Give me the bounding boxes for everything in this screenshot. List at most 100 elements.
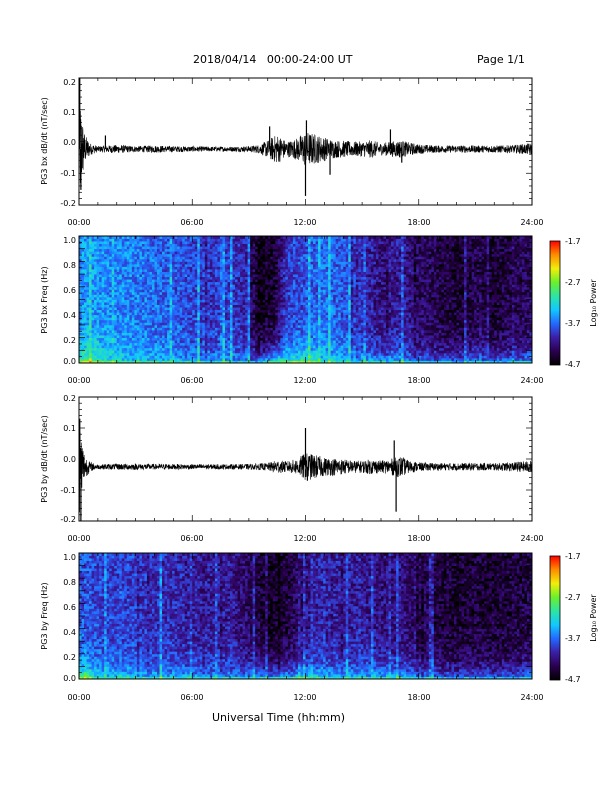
- spectrogram-cell: [139, 281, 143, 285]
- spectrogram-cell: [172, 322, 176, 326]
- spectrogram-cell: [245, 296, 249, 300]
- spectrogram-cell: [149, 284, 153, 288]
- spectrogram-cell: [116, 322, 120, 326]
- spectrogram-cell: [255, 360, 259, 364]
- spectrogram-cell: [101, 253, 105, 257]
- spectrogram-cell: [124, 286, 128, 290]
- spectrogram-cell: [217, 350, 221, 354]
- spectrogram-cell: [146, 294, 150, 298]
- spectrogram-cell: [101, 286, 105, 290]
- spectrogram-cell: [280, 342, 284, 346]
- spectrogram-cell: [199, 241, 203, 245]
- spectrogram-cell: [177, 340, 181, 344]
- spectrogram-cell: [305, 335, 309, 338]
- spectrogram-cell: [280, 281, 284, 285]
- spectrogram-cell: [141, 248, 145, 252]
- spectrogram-cell: [94, 332, 98, 336]
- spectrogram-cell: [305, 327, 309, 331]
- spectrogram-cell: [230, 302, 233, 305]
- spectrogram-cell: [192, 307, 196, 311]
- spectrogram-cell: [197, 238, 201, 242]
- spectrogram-cell: [162, 263, 165, 267]
- spectrogram-cell: [267, 279, 271, 283]
- spectrogram-cell: [114, 251, 118, 255]
- spectrogram-cell: [224, 360, 228, 364]
- spectrogram-cell: [101, 296, 105, 300]
- spectrogram-cell: [214, 263, 218, 267]
- spectrogram-cell: [247, 347, 251, 351]
- spectrogram-cell: [79, 281, 82, 285]
- spectrogram-cell: [310, 352, 314, 356]
- spectrogram-cell: [227, 281, 231, 285]
- spectrogram-cell: [91, 238, 95, 242]
- spectrogram-cell: [167, 241, 170, 245]
- spectrogram-cell: [308, 314, 311, 318]
- spectrogram-cell: [265, 261, 269, 265]
- spectrogram-cell: [297, 319, 301, 323]
- spectrogram-cell: [315, 243, 319, 247]
- spectrogram-cell: [290, 258, 294, 262]
- spectrogram-cell: [247, 294, 251, 298]
- spectrogram-cell: [252, 248, 256, 252]
- spectrogram-cell: [295, 238, 299, 242]
- spectrogram-cell: [99, 302, 103, 305]
- spectrogram-cell: [131, 296, 135, 300]
- spectrogram-cell: [214, 352, 218, 356]
- spectrogram-cell: [240, 335, 243, 338]
- spectrogram-cell: [292, 271, 296, 275]
- spectrogram-cell: [101, 251, 105, 255]
- spectrogram-cell: [84, 327, 87, 331]
- spectrogram-cell: [121, 276, 125, 280]
- spectrogram-cell: [91, 246, 95, 250]
- spectrogram-cell: [124, 355, 128, 359]
- spectrogram-cell: [270, 337, 274, 341]
- spectrogram-cell: [202, 355, 206, 359]
- spectrogram-cell: [255, 266, 259, 270]
- spectrogram-cell: [270, 350, 274, 354]
- spectrogram-cell: [270, 274, 274, 278]
- spectrogram-cell: [187, 324, 191, 328]
- spectrogram-cell: [272, 296, 276, 300]
- spectrogram-cell: [126, 279, 130, 283]
- spectrogram-cell: [282, 281, 286, 285]
- spectrogram-cell: [199, 345, 203, 349]
- spectrogram-cell: [285, 347, 289, 351]
- spectrogram-cell: [94, 263, 98, 267]
- spectrogram-cell: [121, 340, 125, 344]
- spectrogram-cell: [240, 357, 243, 361]
- spectrogram-cell: [136, 258, 140, 262]
- spectrogram-cell: [192, 284, 196, 288]
- spectrogram-cell: [197, 335, 201, 338]
- spectrogram-cell: [144, 248, 148, 252]
- spectrogram-cell: [217, 241, 221, 245]
- spectrogram-cell: [149, 352, 153, 356]
- spectrogram-cell: [172, 281, 176, 285]
- spectrogram-cell: [124, 309, 128, 313]
- spectrogram-cell: [86, 286, 90, 290]
- spectrogram-cell: [131, 263, 135, 267]
- spectrogram-cell: [230, 357, 233, 361]
- spectrogram-cell: [270, 241, 274, 245]
- spectrogram-cell: [282, 304, 286, 308]
- spectrogram-cell: [202, 248, 206, 252]
- spectrogram-cell: [149, 271, 153, 275]
- spectrogram-cell: [187, 332, 191, 336]
- spectrogram-cell: [318, 360, 321, 364]
- spectrogram-cell: [222, 238, 226, 242]
- spectrogram-cell: [277, 340, 281, 344]
- spectrogram-cell: [247, 269, 251, 272]
- spectrogram-cell: [267, 324, 271, 328]
- spectrogram-cell: [237, 281, 241, 285]
- spectrogram-cell: [149, 241, 153, 245]
- spectrogram-cell: [99, 241, 103, 245]
- spectrogram-cell: [121, 241, 125, 245]
- spectrogram-cell: [146, 309, 150, 313]
- spectrogram-cell: [151, 253, 155, 257]
- spectrogram-cell: [146, 238, 150, 242]
- spectrogram-cell: [96, 337, 100, 341]
- spectrogram-cell: [84, 238, 87, 242]
- spectrogram-cell: [285, 248, 289, 252]
- spectrogram-cell: [240, 286, 243, 290]
- spectrogram-cell: [260, 340, 264, 344]
- spectrogram-cell: [313, 251, 316, 255]
